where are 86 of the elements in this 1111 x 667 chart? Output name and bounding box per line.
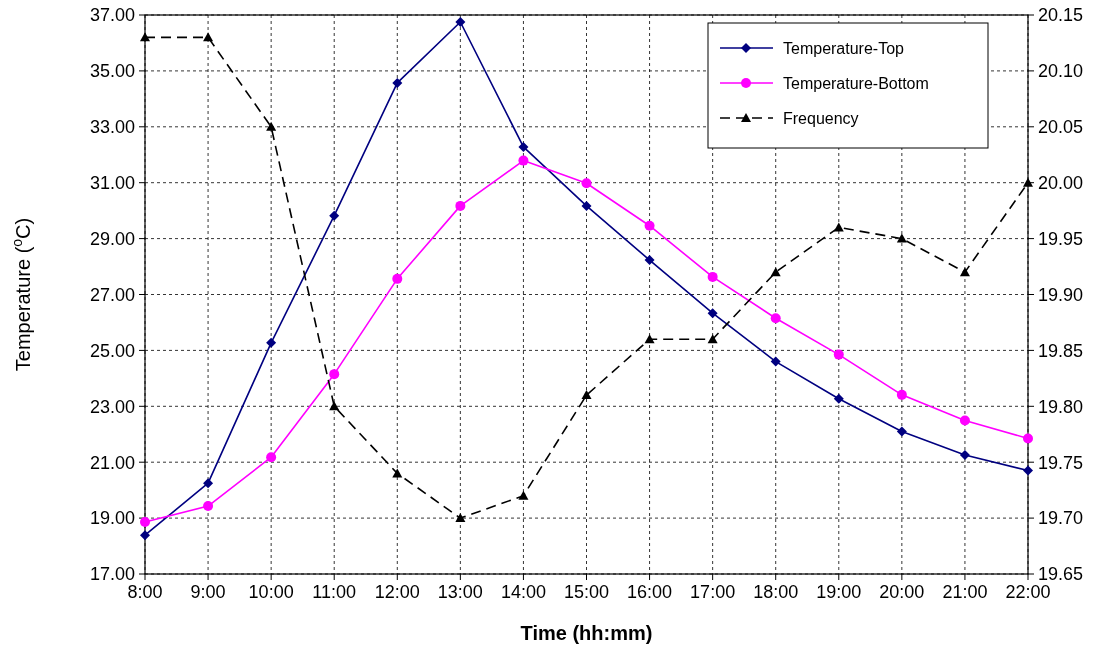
x-tick-label: 20:00 [879,582,925,602]
point [1023,433,1033,444]
point [959,415,970,426]
y-tick-label: 21.00 [89,452,135,473]
point [896,233,907,243]
point [644,220,655,231]
y-tick-label: 19.00 [89,508,135,529]
point [203,501,214,512]
point [959,267,970,277]
point [140,517,150,528]
x-axis-title: Time (hh:mm) [520,622,653,644]
y-tick-label: 25.00 [89,340,135,361]
point [266,337,277,348]
x-tick-label: 22:00 [1005,582,1051,602]
point [140,32,150,42]
point [203,32,214,42]
x-tick-label: 10:00 [248,582,294,602]
legend-label: Frequency [783,109,859,127]
point [770,313,781,324]
y2-tick-label: 20.10 [1038,61,1084,82]
y-tick-label: 27.00 [89,284,135,305]
point [518,155,529,166]
point [644,334,655,344]
point [833,349,844,360]
point [392,468,403,478]
point [392,77,403,88]
y2-tick-label: 20.00 [1038,173,1084,193]
y2-tick-label: 19.70 [1038,508,1084,529]
x-tick-label: 12:00 [374,582,420,602]
x-tick-label: 18:00 [753,582,799,602]
x-tick-label: 13:00 [437,582,483,602]
point [140,530,150,541]
x-tick-label: 8:00 [127,582,163,602]
point [455,513,466,523]
point [770,356,781,367]
point [266,121,277,131]
x-tick-label: 11:00 [312,582,357,602]
y2-tick-label: 19.80 [1038,396,1084,417]
point [518,490,529,500]
point [770,267,781,277]
y2-tick-label: 19.75 [1038,452,1084,473]
x-tick-label: 17:00 [690,582,736,602]
point [329,369,340,380]
point [455,16,466,27]
point [833,222,844,232]
y2-tick-label: 20.05 [1038,117,1084,138]
point [203,478,214,489]
y2-tick-label: 20.15 [1038,5,1084,26]
y2-tick-label: 19.85 [1038,340,1084,361]
y-tick-label: 17.00 [89,564,135,585]
y-tick-label: 31.00 [89,173,135,193]
point [644,255,655,266]
point [1023,177,1033,187]
y2-tick-label: 19.95 [1038,228,1084,249]
point [329,210,340,221]
y-tick-label: 37.00 [89,5,135,26]
y-tick-label: 23.00 [89,396,135,417]
x-tick-label: 14:00 [500,582,546,602]
point [581,200,592,211]
point [896,389,907,400]
point [707,271,718,282]
point [707,334,718,344]
point [455,200,466,211]
point [707,308,718,319]
legend-label: Temperature-Top [783,39,905,57]
point [896,426,907,437]
x-tick-label: 21:00 [942,582,988,602]
y2-tick-label: 19.65 [1038,564,1084,585]
y-tick-label: 29.00 [89,228,135,249]
point [581,390,592,400]
point [518,141,529,152]
y-tick-label: 33.00 [89,117,135,138]
x-tick-label: 16:00 [627,582,673,602]
point [959,449,970,460]
point [266,452,277,463]
point [581,178,592,189]
y2-tick-label: 19.90 [1038,284,1084,305]
point [833,393,844,404]
point [1023,465,1033,476]
legend-label: Temperature-Bottom [783,74,929,92]
x-tick-label: 9:00 [190,582,226,602]
x-tick-label: 15:00 [563,582,610,602]
y-tick-label: 35.00 [89,61,135,82]
point [329,401,340,411]
point [392,273,403,284]
x-tick-label: 19:00 [816,582,862,602]
